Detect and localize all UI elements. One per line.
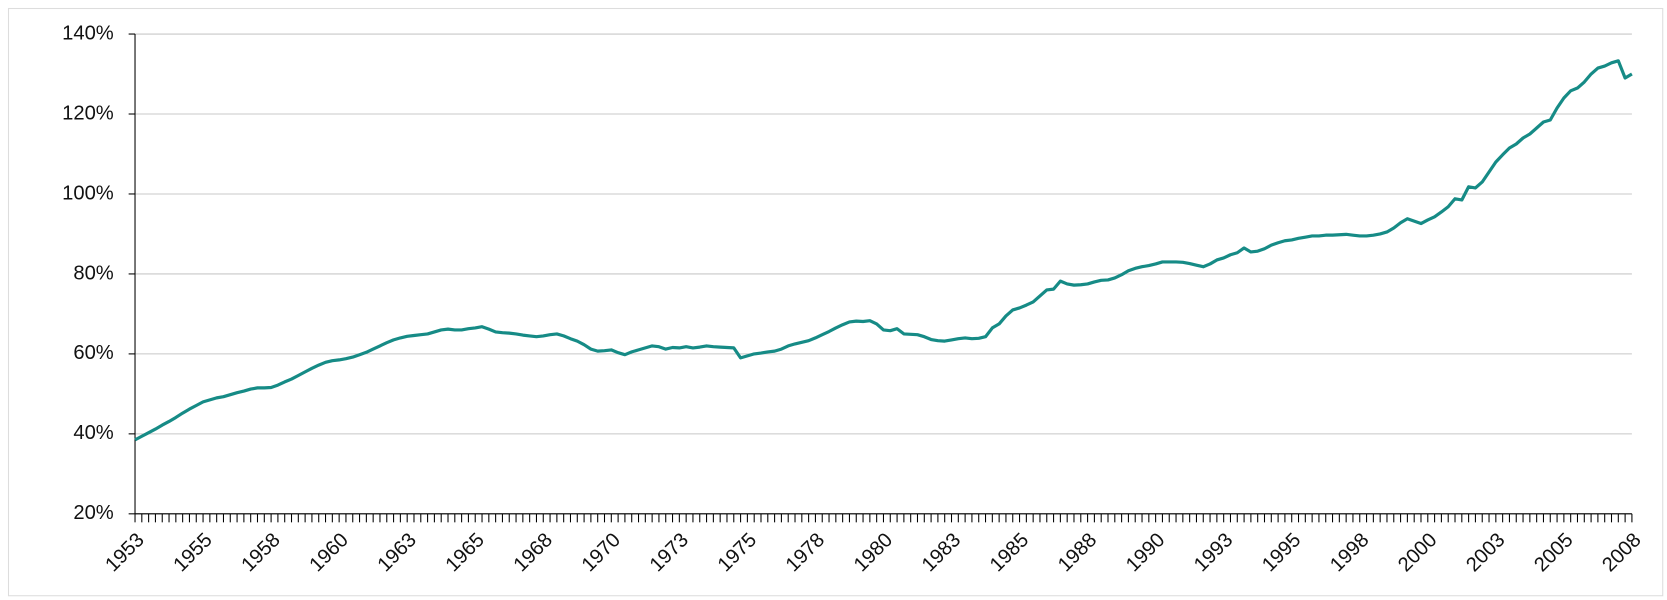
x-tick-label: 1983 — [918, 529, 965, 576]
y-tick-label: 40% — [73, 422, 113, 444]
y-tick-label: 100% — [62, 182, 114, 204]
x-tick-label: 1990 — [1122, 529, 1169, 576]
y-tick-label: 80% — [73, 262, 113, 284]
y-tick-label: 60% — [73, 342, 113, 364]
x-tick-label: 1955 — [169, 529, 216, 576]
x-tick-label: 1998 — [1326, 529, 1373, 576]
x-tick-label: 1993 — [1190, 529, 1237, 576]
y-tick-label: 120% — [62, 102, 114, 124]
x-tick-label: 1960 — [306, 529, 353, 576]
x-tick-label: 1988 — [1054, 529, 1101, 576]
x-tick-label: 1985 — [986, 529, 1033, 576]
x-tick-label: 1975 — [714, 529, 761, 576]
data-line — [134, 59, 1633, 442]
x-tick-label: 2000 — [1394, 529, 1441, 576]
x-tick-label: 1968 — [510, 529, 557, 576]
y-tick-label: 140% — [62, 22, 114, 44]
x-tick-label: 1995 — [1258, 529, 1305, 576]
x-tick-label: 1970 — [578, 529, 625, 576]
x-tick-label: 1978 — [782, 529, 829, 576]
x-tick-label: 1965 — [442, 529, 489, 576]
x-tick-label: 1973 — [646, 529, 693, 576]
x-tick-label: 2005 — [1530, 529, 1577, 576]
x-tick-label: 2008 — [1598, 529, 1645, 576]
x-tick-label: 1953 — [101, 529, 148, 576]
x-tick-label: 1958 — [237, 529, 284, 576]
x-tick-label: 1980 — [850, 529, 897, 576]
chart-frame — [7, 7, 1664, 597]
y-tick-label: 20% — [73, 502, 113, 524]
x-tick-label: 2003 — [1462, 529, 1509, 576]
x-tick-label: 1963 — [374, 529, 421, 576]
